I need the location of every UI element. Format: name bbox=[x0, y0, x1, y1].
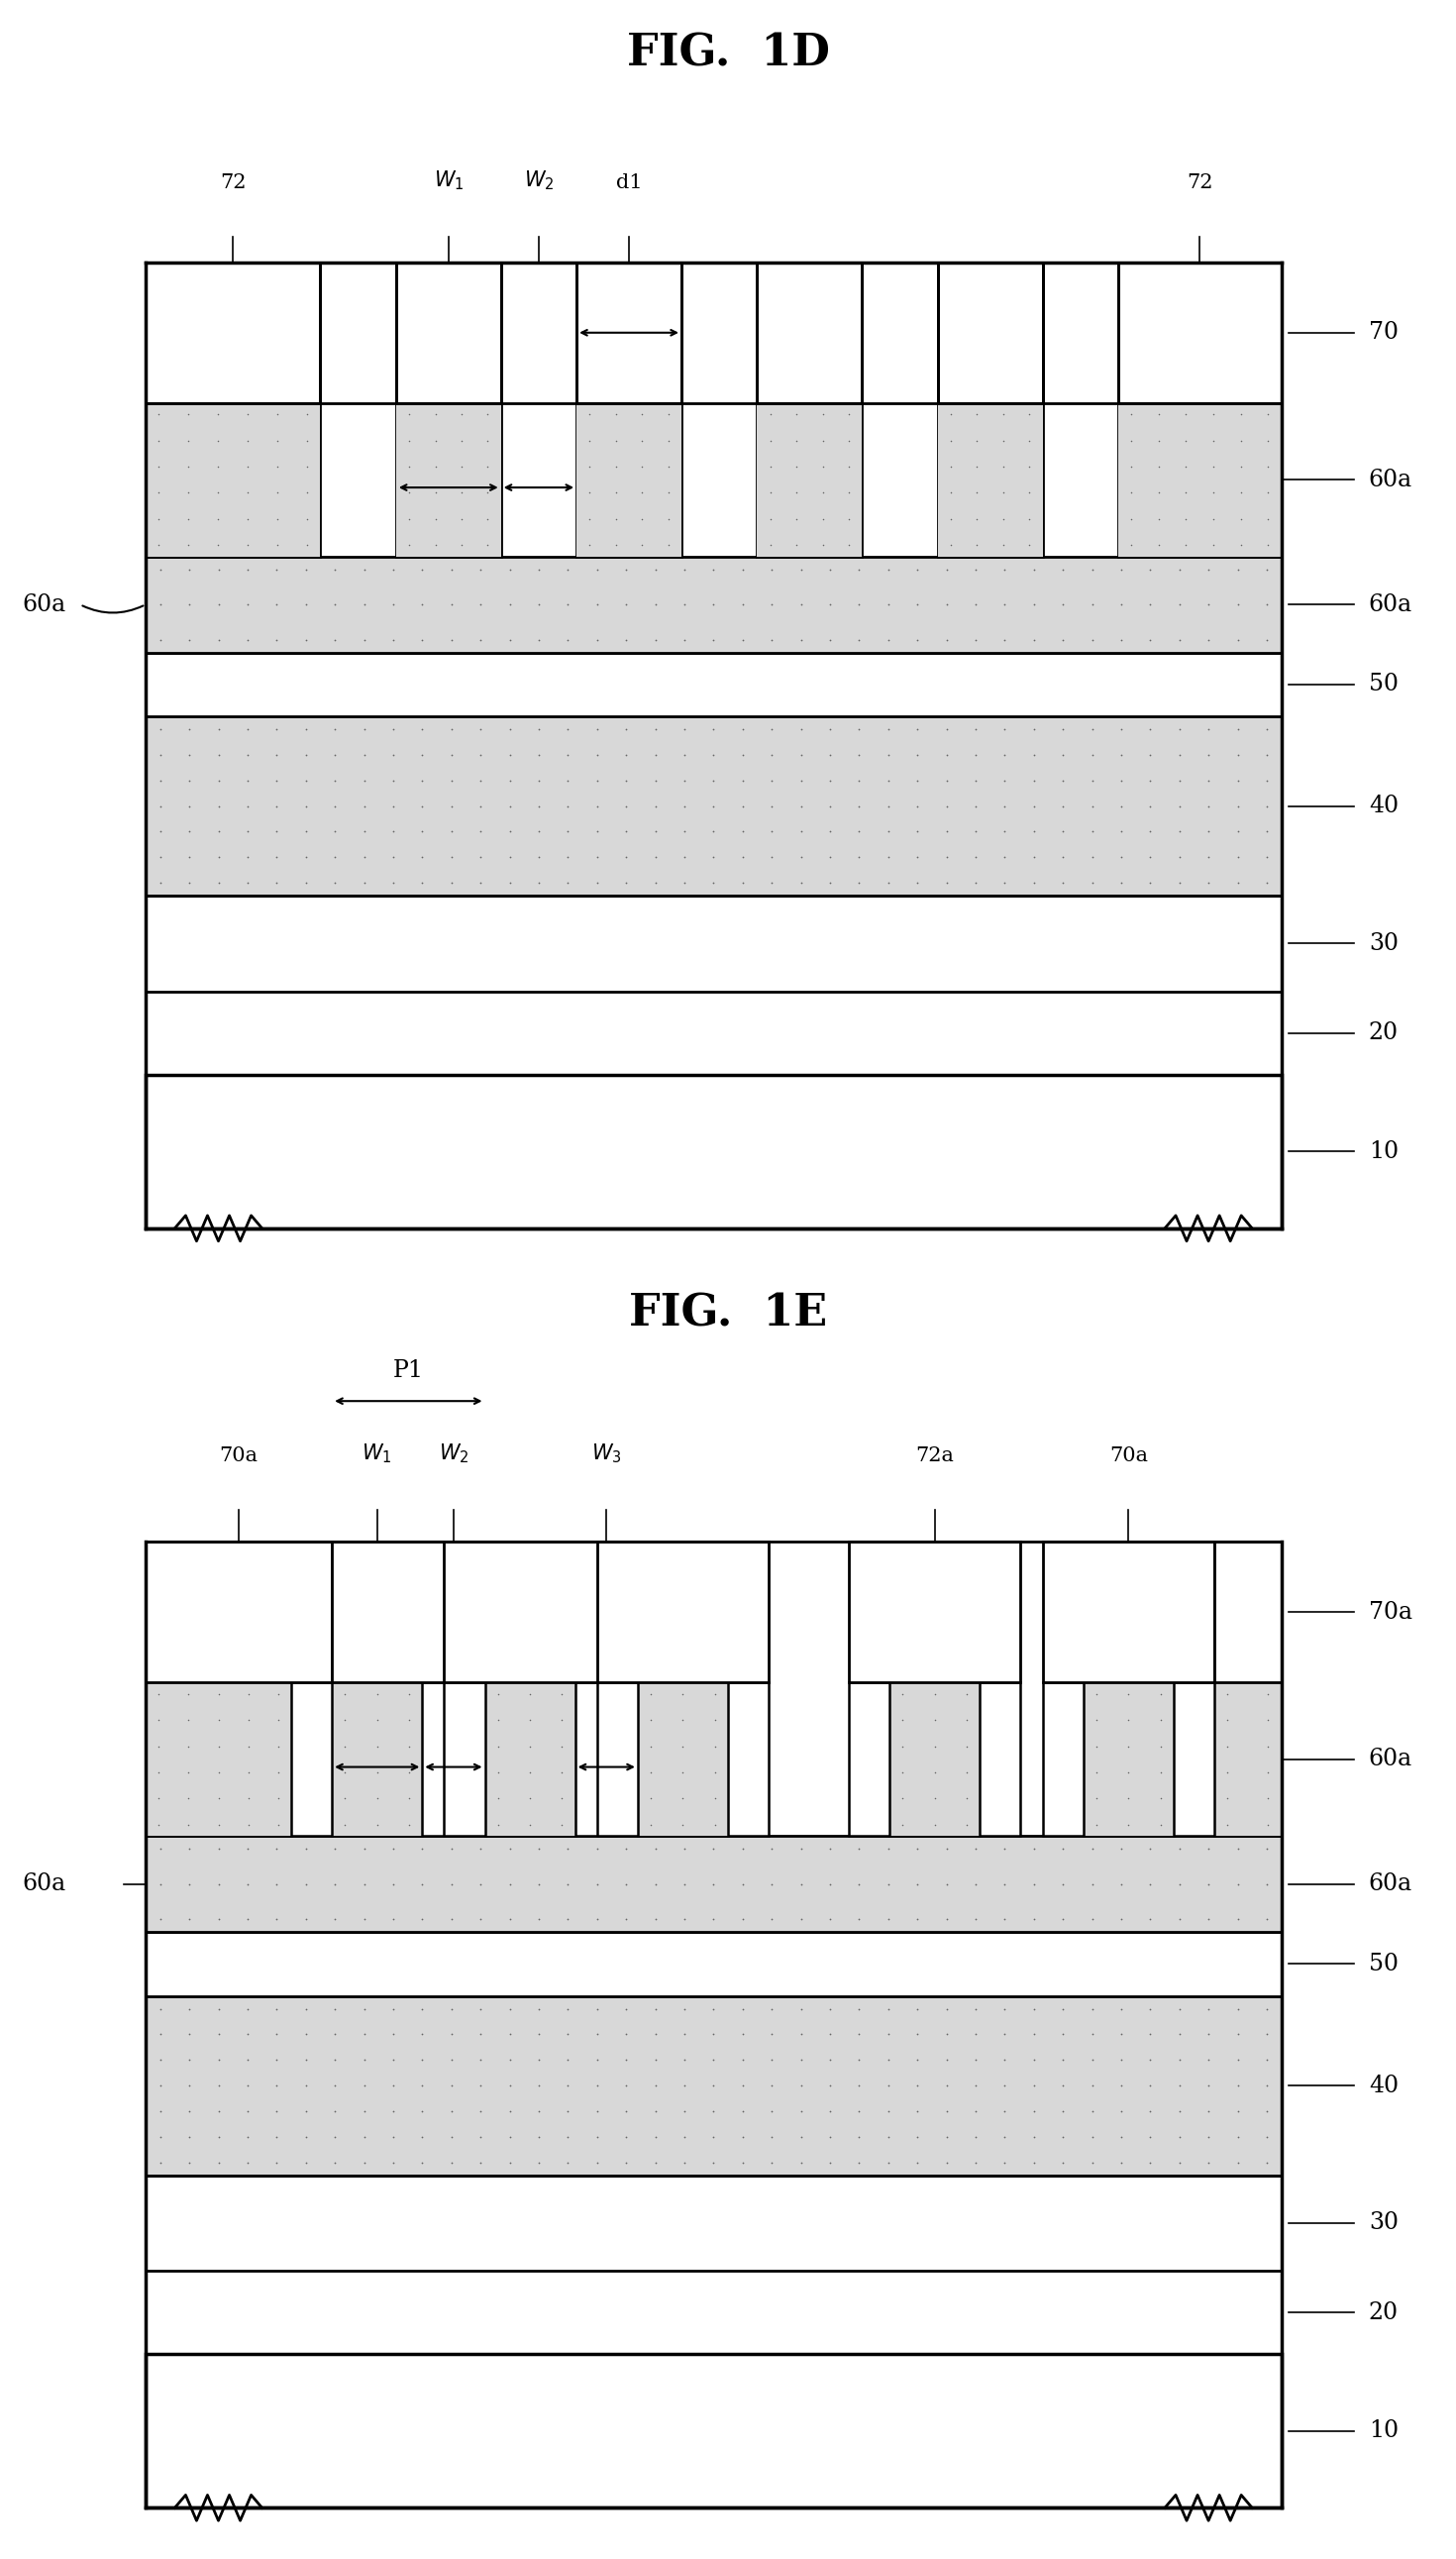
Bar bbox=[146, 404, 320, 558]
Text: 60a: 60a bbox=[22, 594, 66, 617]
Bar bbox=[332, 1684, 422, 1837]
Bar bbox=[938, 404, 1042, 558]
Bar bbox=[146, 558, 1281, 653]
Text: 50: 50 bbox=[1369, 673, 1398, 696]
Text: P1: P1 bbox=[393, 1359, 424, 1382]
Text: $W_2$: $W_2$ bbox=[524, 169, 553, 192]
Bar bbox=[146, 1684, 291, 1837]
Bar bbox=[396, 404, 501, 558]
Bar bbox=[146, 404, 320, 558]
Bar bbox=[146, 717, 1281, 896]
Bar bbox=[146, 261, 1281, 402]
Bar bbox=[146, 717, 1281, 896]
Bar bbox=[1083, 1684, 1174, 1837]
Bar bbox=[1174, 1684, 1214, 1837]
Bar bbox=[849, 1684, 890, 1837]
Text: 50: 50 bbox=[1369, 1953, 1398, 1976]
Bar bbox=[577, 261, 681, 402]
Bar bbox=[1118, 404, 1281, 558]
Bar bbox=[146, 261, 320, 402]
Bar bbox=[422, 1684, 463, 1837]
Bar bbox=[638, 1684, 728, 1837]
Text: d1: d1 bbox=[616, 174, 642, 192]
Text: 60a: 60a bbox=[1369, 1873, 1412, 1896]
Bar bbox=[1118, 261, 1281, 402]
Bar bbox=[728, 1684, 769, 1837]
Bar bbox=[485, 1684, 575, 1837]
Bar bbox=[332, 1684, 422, 1837]
Bar bbox=[849, 1541, 1021, 1684]
Bar bbox=[1042, 1684, 1083, 1837]
Bar bbox=[1214, 1684, 1281, 1837]
Text: 10: 10 bbox=[1369, 1141, 1398, 1162]
Bar bbox=[1042, 1541, 1214, 1684]
Bar bbox=[146, 1996, 1281, 2175]
Text: FIG.  1D: FIG. 1D bbox=[626, 33, 830, 74]
Bar bbox=[444, 1541, 616, 1684]
Bar bbox=[890, 1684, 980, 1837]
Text: $W_2$: $W_2$ bbox=[438, 1441, 469, 1464]
Bar bbox=[638, 1684, 728, 1837]
Bar bbox=[757, 404, 862, 558]
Text: $W_1$: $W_1$ bbox=[363, 1441, 392, 1464]
Bar bbox=[597, 1684, 638, 1837]
Bar bbox=[146, 1837, 1281, 1932]
Text: 40: 40 bbox=[1369, 796, 1398, 816]
Bar bbox=[890, 1684, 980, 1837]
Text: 72: 72 bbox=[1187, 174, 1213, 192]
Text: 60a: 60a bbox=[1369, 468, 1412, 491]
Bar bbox=[1214, 1684, 1281, 1837]
Text: $W_1$: $W_1$ bbox=[434, 169, 463, 192]
Text: FIG.  1E: FIG. 1E bbox=[629, 1292, 827, 1336]
Text: 70: 70 bbox=[1369, 322, 1398, 343]
Bar bbox=[146, 653, 1281, 717]
Text: 70a: 70a bbox=[1109, 1446, 1147, 1464]
Text: 30: 30 bbox=[1369, 931, 1398, 955]
Text: 20: 20 bbox=[1369, 2301, 1398, 2324]
Bar bbox=[146, 1684, 291, 1837]
Bar bbox=[146, 1075, 1281, 1228]
Bar bbox=[332, 1541, 463, 1684]
Bar bbox=[146, 1932, 1281, 1996]
Bar bbox=[485, 1684, 575, 1837]
Bar bbox=[1214, 1541, 1281, 1684]
Bar bbox=[146, 1996, 1281, 2175]
Text: 20: 20 bbox=[1369, 1021, 1398, 1044]
Bar bbox=[577, 404, 681, 558]
Text: 70a: 70a bbox=[220, 1446, 258, 1464]
Bar bbox=[757, 261, 862, 402]
Bar bbox=[757, 404, 862, 558]
Bar bbox=[577, 404, 681, 558]
Bar bbox=[146, 1541, 332, 1684]
Bar bbox=[146, 558, 1281, 653]
Bar bbox=[1118, 404, 1281, 558]
Text: 60a: 60a bbox=[1369, 594, 1412, 617]
Text: 72: 72 bbox=[220, 174, 246, 192]
Text: 30: 30 bbox=[1369, 2211, 1398, 2234]
Bar bbox=[396, 261, 501, 402]
Text: 72a: 72a bbox=[916, 1446, 954, 1464]
Bar bbox=[938, 404, 1042, 558]
Bar bbox=[146, 1837, 1281, 1932]
Bar bbox=[396, 404, 501, 558]
Bar bbox=[980, 1684, 1021, 1837]
Bar bbox=[1083, 1684, 1174, 1837]
Bar bbox=[291, 1684, 332, 1837]
Text: $W_3$: $W_3$ bbox=[591, 1441, 622, 1464]
Bar bbox=[146, 2354, 1281, 2508]
Bar bbox=[575, 1684, 616, 1837]
Bar bbox=[938, 261, 1042, 402]
Bar bbox=[597, 1541, 769, 1684]
Text: 70a: 70a bbox=[1369, 1602, 1412, 1622]
Text: 10: 10 bbox=[1369, 2421, 1398, 2441]
Text: 60a: 60a bbox=[1369, 1748, 1412, 1771]
Text: 40: 40 bbox=[1369, 2075, 1398, 2096]
Text: 60a: 60a bbox=[22, 1873, 66, 1896]
Bar bbox=[444, 1684, 485, 1837]
